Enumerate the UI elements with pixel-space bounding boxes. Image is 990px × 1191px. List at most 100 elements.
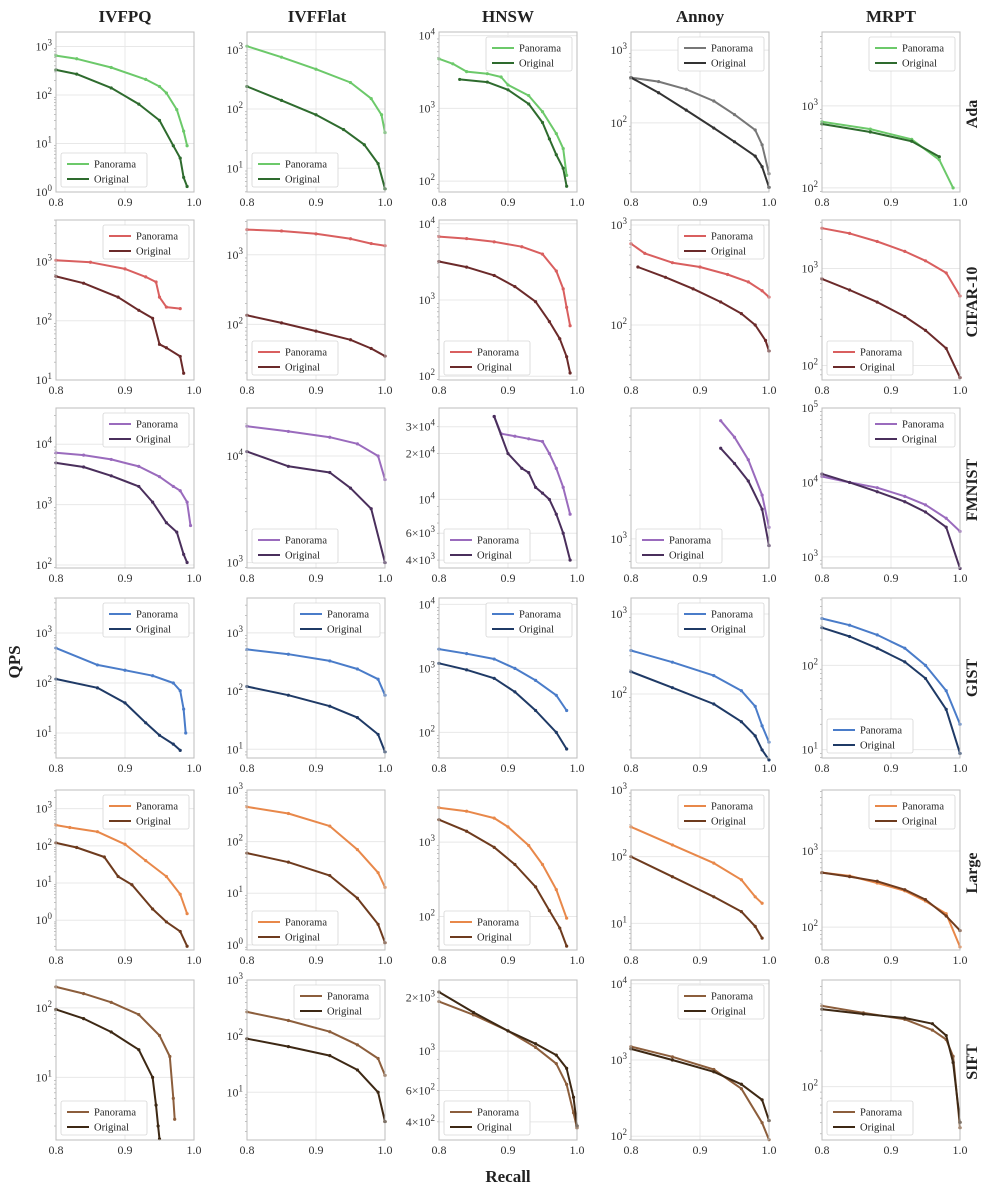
legend: Panorama Original	[443, 910, 531, 946]
y-tick-label: 102	[802, 656, 819, 672]
data-point-panorama	[286, 1018, 290, 1023]
legend-label-panorama: Panorama	[477, 348, 519, 359]
data-point-panorama	[746, 280, 750, 284]
data-point-original	[513, 862, 517, 867]
data-point-original	[465, 668, 469, 672]
legend: Panorama Original	[868, 412, 956, 448]
data-point-panorama	[506, 825, 510, 829]
panel-cifar-10-mrpt: 0.8 0.9 1.0 102 103 Panorama Original	[802, 219, 968, 397]
data-point-panorama	[712, 861, 716, 865]
plot-frame	[630, 31, 770, 193]
data-point-panorama	[328, 824, 332, 828]
x-tick-label: 0.8	[815, 1143, 830, 1157]
y-tick-label: 103	[227, 971, 244, 987]
legend-label-panorama: Panorama	[136, 802, 178, 813]
y-tick-label: 102	[611, 1127, 628, 1143]
data-point-original	[534, 485, 538, 489]
plot-frame	[438, 789, 578, 951]
y-tick-label: 103	[611, 1051, 628, 1067]
plot-frame	[438, 407, 578, 569]
legend: Panorama Original	[60, 1100, 148, 1136]
data-point-panorama	[492, 240, 496, 244]
y-tick-label: 101	[36, 135, 53, 151]
x-tick-label: 0.8	[49, 761, 64, 775]
data-point-panorama	[376, 677, 380, 681]
data-point-original	[286, 693, 290, 697]
y-tick-label: 104	[419, 595, 436, 611]
series-line-panorama	[630, 242, 770, 298]
plot-frame	[55, 407, 195, 569]
y-tick-label: 104	[802, 473, 819, 489]
data-point-original	[875, 879, 879, 883]
data-point-original	[554, 153, 558, 157]
panel-cifar-10-ivfpq: 0.8 0.9 1.0 101 102 103 Panorama Original	[36, 219, 202, 397]
x-tick-label: 0.9	[309, 761, 324, 775]
y-tick-label: 101	[227, 1083, 244, 1099]
x-tick-label: 1.0	[378, 571, 393, 585]
data-point-original	[164, 346, 168, 350]
data-point-original	[746, 479, 750, 483]
data-point-panorama	[75, 57, 79, 61]
data-point-original	[471, 1010, 476, 1015]
x-tick-label: 0.9	[501, 953, 516, 967]
data-point-original	[376, 732, 380, 737]
x-tick-label: 0.9	[309, 953, 324, 967]
data-point-panorama	[164, 91, 168, 95]
data-point-original	[732, 140, 737, 144]
legend-label-panorama: Panorama	[285, 536, 327, 547]
data-point-original	[923, 328, 928, 332]
y-tick-label: 103	[611, 41, 628, 57]
x-tick-label: 1.0	[953, 1143, 968, 1157]
data-point-original	[712, 126, 716, 130]
x-tick-label: 0.8	[432, 195, 447, 209]
data-point-panorama	[540, 110, 545, 114]
data-point-panorama	[471, 1013, 476, 1017]
data-point-panorama	[527, 93, 531, 98]
y-tick-label: 4×102	[406, 1113, 435, 1129]
data-point-original	[554, 1053, 558, 1057]
data-point-original	[465, 265, 469, 269]
series-line-original	[55, 1008, 161, 1140]
plot-frame	[246, 407, 386, 569]
y-tick-label: 102	[36, 674, 53, 690]
panel-fmnist-annoy: 0.8 0.9 1.0 103 Panorama Original	[611, 407, 777, 585]
legend: Panorama Original	[251, 340, 339, 376]
y-tick-label: 101	[36, 874, 53, 890]
y-tick-label: 104	[419, 27, 436, 43]
legend-label-panorama: Panorama	[477, 918, 519, 929]
x-tick-label: 1.0	[762, 195, 777, 209]
data-point-original	[369, 346, 373, 351]
data-point-original	[753, 734, 757, 738]
data-point-panorama	[760, 493, 764, 497]
data-point-original	[485, 80, 489, 84]
x-tick-label: 1.0	[570, 195, 585, 209]
series-line-original	[630, 855, 763, 939]
data-point-panorama	[355, 1043, 359, 1047]
y-tick-label: 103	[802, 842, 819, 858]
column-titles: IVFPQ IVFFlat HNSW Annoy MRPT	[99, 7, 917, 26]
y-tick-label: 103	[36, 38, 53, 54]
legend-label-original: Original	[285, 551, 320, 562]
data-point-original	[144, 721, 148, 725]
panel-fmnist-mrpt: 0.8 0.9 1.0 103 104 105 Panorama Original	[802, 399, 968, 585]
x-tick-label: 0.9	[693, 195, 708, 209]
x-tick-label: 1.0	[187, 1143, 202, 1157]
data-point-panorama	[554, 887, 558, 892]
data-point-original	[492, 273, 496, 278]
x-tick-label: 1.0	[953, 383, 968, 397]
data-point-panorama	[109, 65, 113, 70]
y-tick-label: 102	[419, 367, 436, 383]
y-tick-label: 101	[36, 1068, 53, 1084]
legend-label-panorama: Panorama	[902, 44, 944, 55]
data-point-panorama	[643, 251, 647, 255]
y-tick-label: 103	[419, 291, 436, 307]
data-point-original	[951, 1060, 955, 1065]
data-point-panorama	[492, 816, 496, 820]
data-point-panorama	[123, 668, 127, 672]
data-point-panorama	[178, 489, 182, 493]
legend-label-panorama: Panorama	[902, 420, 944, 431]
legend-label-panorama: Panorama	[136, 420, 178, 431]
legend-label-original: Original	[711, 625, 746, 636]
data-point-original	[753, 924, 757, 928]
legend-label-panorama: Panorama	[860, 348, 902, 359]
